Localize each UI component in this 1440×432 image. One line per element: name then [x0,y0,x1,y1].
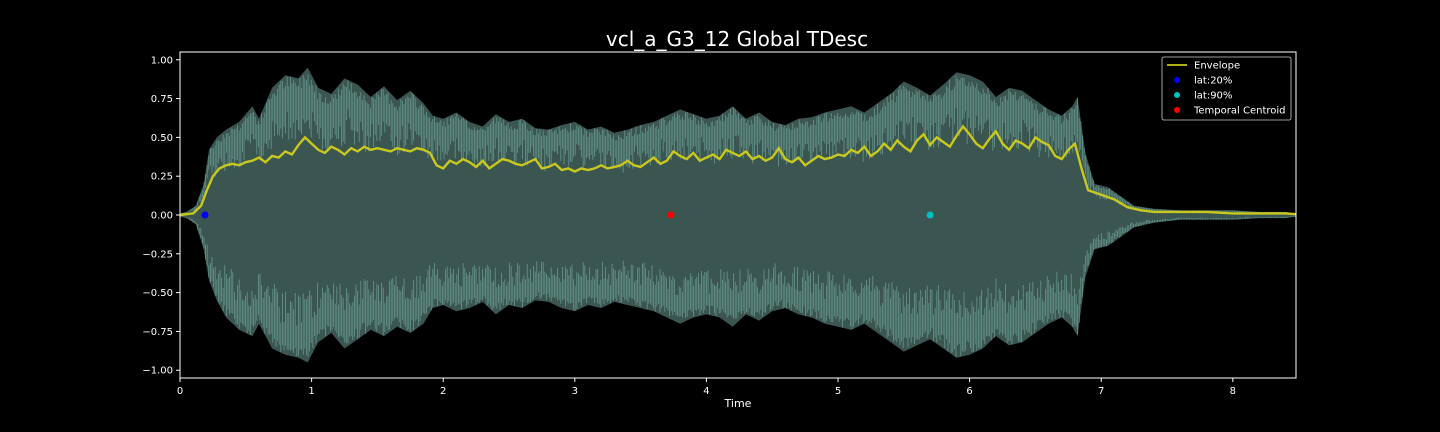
legend-swatch [1174,107,1180,113]
legend-label: Temporal Centroid [1193,106,1286,117]
legend-label: lat:90% [1194,91,1232,102]
marker-lat-20- [201,211,209,219]
x-tick-label: 6 [966,386,972,397]
y-tick-label: −0.50 [142,288,173,299]
x-tick-label: 8 [1230,386,1236,397]
y-axis: 1.00 0.75 0.50 0.25 0.00 −0.25 −0.50 −0.75 −1.00 [142,55,180,377]
x-tick-label: 7 [1098,386,1104,397]
waveform-fill [180,67,1296,363]
marker-lat-90- [926,211,934,219]
x-tick-label: 2 [440,386,446,397]
markers [201,211,934,219]
y-tick-label: −0.75 [142,327,173,338]
x-tick-label: 3 [572,386,578,397]
legend-label: lat:20% [1194,76,1232,87]
x-tick-label: 4 [703,386,709,397]
y-tick-label: −0.25 [142,249,173,260]
chart-title: vcl_a_G3_12 Global TDesc [606,27,868,51]
y-tick-label: 0.25 [151,172,173,183]
y-tick-label: 1.00 [151,55,173,66]
marker-temporal-centroid [667,211,675,219]
x-tick-label: 5 [835,386,841,397]
x-axis-label: Time [724,397,752,410]
legend-swatch [1174,77,1180,83]
y-tick-label: 0.50 [151,133,173,144]
y-tick-label: −1.00 [142,366,173,377]
legend-label: Envelope [1194,61,1240,72]
plot-area [179,67,1297,363]
x-tick-label: 1 [308,386,314,397]
legend-box [1161,56,1292,121]
legend: Envelope lat:20% lat:90% Temporal Centroid [1161,56,1292,121]
x-axis: 0 1 2 3 4 5 6 7 8 [177,378,1236,397]
x-tick-label: 0 [177,386,183,397]
envelope-line [179,124,1297,217]
y-tick-label: 0.00 [151,211,173,222]
y-tick-label: 0.75 [151,94,173,105]
legend-swatch [1174,92,1180,98]
